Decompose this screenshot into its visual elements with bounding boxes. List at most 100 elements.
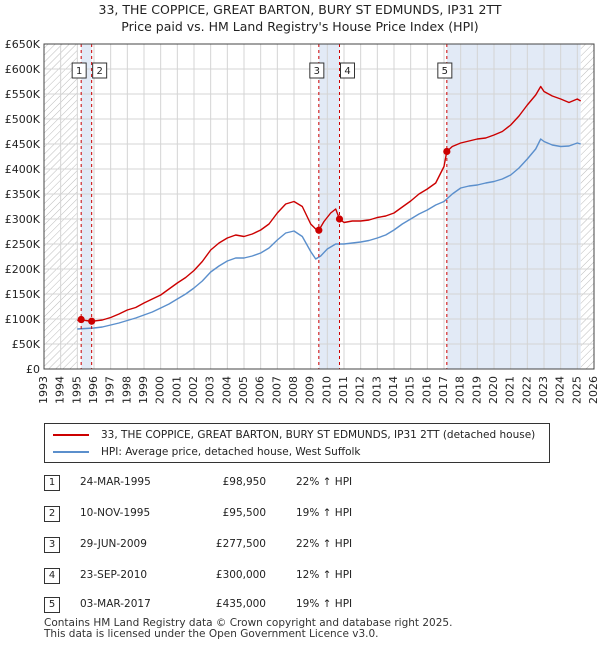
x-tick-label: 2017 — [437, 376, 450, 404]
x-tick-label: 2000 — [154, 376, 167, 404]
x-tick-label: 2023 — [537, 376, 550, 404]
sale-price: £277,500 — [215, 538, 266, 550]
sale-marker-box — [437, 62, 453, 79]
y-tick-label: £50K — [12, 338, 41, 351]
legend-swatch-property — [53, 434, 89, 436]
sale-point — [335, 215, 344, 223]
x-tick-label: 2007 — [270, 376, 283, 404]
x-tick-label: 2004 — [220, 376, 233, 404]
sale-period-shade — [81, 44, 92, 369]
x-tick-label: 2014 — [387, 376, 400, 404]
x-tick-label: 2026 — [587, 376, 600, 404]
sale-marker-number: 3 — [314, 66, 320, 77]
sale-hpi-diff: 19% ↑ HPI — [296, 598, 353, 610]
x-tick-label: 1993 — [37, 376, 50, 404]
sale-marker-box — [309, 62, 325, 79]
sale-point — [88, 317, 96, 325]
x-tick-label: 1995 — [70, 376, 83, 404]
y-tick-label: £600K — [5, 63, 41, 76]
x-tick-label: 2010 — [320, 376, 333, 404]
sale-date: 03-MAR-2017 — [80, 598, 151, 610]
sale-marker-number: 1 — [76, 66, 82, 77]
y-tick-label: £450K — [5, 138, 41, 151]
legend-swatch-hpi — [53, 451, 89, 453]
sale-price: £95,500 — [222, 507, 266, 519]
x-tick-label: 2008 — [287, 376, 300, 404]
sale-date: 24-MAR-1995 — [80, 476, 151, 488]
x-tick-label: 2018 — [454, 376, 467, 404]
chart-subtitle: Price paid vs. HM Land Registry's House … — [121, 19, 479, 34]
sale-period-shade — [318, 44, 340, 369]
x-tick-label: 2005 — [237, 376, 250, 404]
y-tick-label: £500K — [5, 113, 41, 126]
sale-marker-number: 4 — [344, 66, 350, 77]
y-tick-label: £100K — [5, 313, 41, 326]
footer: Contains HM Land Registry data © Crown c… — [44, 618, 452, 640]
sale-hpi-diff: 12% ↑ HPI — [296, 569, 353, 581]
sale-marker-number: 5 — [442, 66, 448, 77]
x-tick-label: 2022 — [520, 376, 533, 404]
legend-label-hpi: HPI: Average price, detached house, West… — [101, 446, 361, 458]
x-tick-label: 1998 — [120, 376, 133, 404]
x-tick-label: 2024 — [554, 376, 567, 404]
property-series-line — [77, 85, 582, 322]
legend: 33, THE COPPICE, GREAT BARTON, BURY ST E… — [44, 423, 550, 463]
x-tick-label: 2006 — [254, 376, 267, 404]
legend-item-property: 33, THE COPPICE, GREAT BARTON, BURY ST E… — [45, 427, 535, 443]
y-tick-label: £0 — [26, 363, 40, 376]
table-row: 4 23-SEP-2010 £300,000 12% ↑ HPI — [0, 566, 600, 586]
table-row: 1 24-MAR-1995 £98,950 22% ↑ HPI — [0, 473, 600, 493]
y-tick-label: £550K — [5, 88, 41, 101]
x-tick-label: 2003 — [204, 376, 217, 404]
x-tick-label: 1994 — [54, 376, 67, 404]
y-tick-label: £650K — [5, 38, 41, 51]
sale-marker-label: 3 — [44, 537, 60, 553]
legend-item-hpi: HPI: Average price, detached house, West… — [45, 444, 361, 460]
x-tick-label: 2015 — [404, 376, 417, 404]
sale-point — [443, 147, 451, 156]
hatched-region — [580, 44, 594, 369]
sale-price: £435,000 — [215, 598, 266, 610]
footer-license: This data is licensed under the Open Gov… — [44, 628, 379, 640]
sale-point — [315, 226, 323, 234]
y-tick-label: £250K — [5, 238, 41, 251]
sale-point — [77, 315, 85, 324]
chart-title: 33, THE COPPICE, GREAT BARTON, BURY ST E… — [98, 2, 502, 17]
x-tick-label: 2009 — [304, 376, 317, 404]
x-tick-label: 2025 — [570, 376, 583, 404]
y-tick-label: £200K — [5, 263, 41, 276]
table-row: 5 03-MAR-2017 £435,000 19% ↑ HPI — [0, 595, 600, 615]
y-tick-label: £300K — [5, 213, 41, 226]
plot-border — [43, 43, 595, 370]
sale-marker-label: 2 — [44, 506, 60, 522]
sale-marker-label: 5 — [44, 597, 60, 613]
footer-copyright: Contains HM Land Registry data © Crown c… — [44, 617, 453, 629]
hpi-series-line — [77, 138, 581, 330]
sale-hpi-diff: 22% ↑ HPI — [296, 476, 353, 488]
x-tick-label: 2016 — [420, 376, 433, 404]
sale-date: 29-JUN-2009 — [80, 538, 147, 550]
sale-marker-label: 4 — [44, 568, 60, 584]
sale-marker-box — [71, 62, 87, 79]
x-tick-label: 1997 — [104, 376, 117, 404]
sale-marker-box — [92, 62, 108, 79]
x-tick-label: 1999 — [137, 376, 150, 404]
legend-label-property: 33, THE COPPICE, GREAT BARTON, BURY ST E… — [101, 429, 536, 441]
x-tick-label: 2001 — [170, 376, 183, 404]
y-tick-label: £400K — [5, 163, 41, 176]
sale-marker-number: 2 — [96, 66, 102, 77]
x-tick-label: 1996 — [87, 376, 100, 404]
sale-price: £300,000 — [215, 569, 266, 581]
sale-price: £98,950 — [222, 476, 266, 488]
sale-date: 23-SEP-2010 — [80, 569, 148, 581]
x-tick-label: 2002 — [187, 376, 200, 404]
y-tick-label: £150K — [5, 288, 41, 301]
x-tick-label: 2013 — [370, 376, 383, 404]
price-chart: £0 £50K £100K £150K £200K £250K £300K £350K £400… — [5, 38, 600, 404]
x-tick-label: 2020 — [487, 376, 500, 404]
sale-date: 10-NOV-1995 — [80, 507, 151, 519]
x-tick-label: 2021 — [504, 376, 517, 404]
sale-marker-box — [340, 62, 355, 79]
table-row: 3 29-JUN-2009 £277,500 22% ↑ HPI — [0, 535, 600, 555]
x-tick-label: 2011 — [337, 376, 350, 404]
